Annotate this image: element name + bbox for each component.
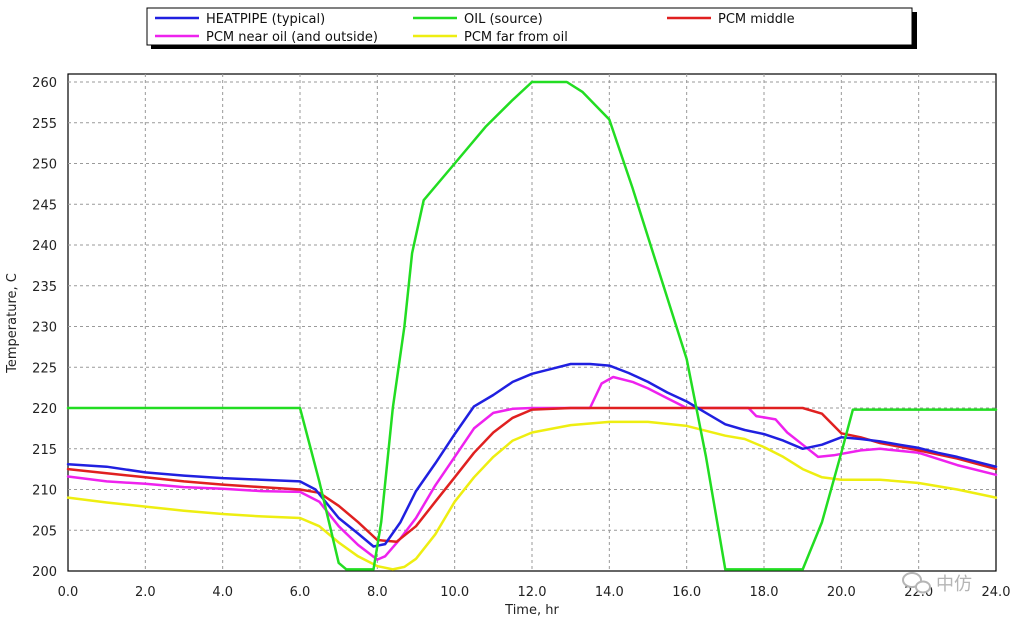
series-layer (66, 80, 998, 571)
x-tick-label: 0.0 (58, 585, 79, 600)
legend-label: PCM near oil (and outside) (206, 30, 378, 45)
series-line (66, 362, 998, 548)
x-tick-label: 18.0 (750, 585, 779, 600)
y-tick-label: 240 (32, 239, 57, 254)
series-line (66, 406, 998, 543)
x-tick-label: 16.0 (672, 585, 701, 600)
x-tick-label: 2.0 (135, 585, 156, 600)
y-tick-label: 215 (32, 443, 57, 458)
x-tick-label: 4.0 (212, 585, 233, 600)
y-tick-label: 200 (32, 565, 57, 580)
x-tick-label: 6.0 (290, 585, 311, 600)
y-tick-label: 250 (32, 158, 57, 173)
y-axis-title: Temperature, C (5, 273, 20, 374)
y-tick-label: 255 (32, 117, 57, 132)
x-tick-label: 14.0 (595, 585, 624, 600)
legend: HEATPIPE (typical) OIL (source) PCM middle… (146, 7, 917, 49)
x-tick-label: 20.0 (827, 585, 856, 600)
watermark-text: 中仿 (936, 574, 972, 595)
legend-label: HEATPIPE (typical) (206, 12, 325, 27)
series-line (66, 420, 998, 571)
x-tick-label: 24.0 (982, 585, 1011, 600)
x-tick-label: 10.0 (440, 585, 469, 600)
y-tick-label: 210 (32, 484, 57, 499)
legend-label: OIL (source) (464, 12, 543, 27)
y-tick-label: 225 (32, 361, 57, 376)
y-tick-label: 245 (32, 198, 57, 213)
y-tick-label: 235 (32, 280, 57, 295)
legend-label: PCM far from oil (464, 30, 568, 45)
x-axis-title: Time, hr (504, 603, 559, 618)
x-tick-label: 12.0 (518, 585, 547, 600)
y-tick-label: 230 (32, 321, 57, 336)
watermark: 中仿 (902, 572, 972, 595)
y-tick-labels: 200 205 210 215 220 225 230 235 240 245 250 255 260 (32, 76, 57, 580)
x-tick-labels: 0.0 2.0 4.0 6.0 8.0 10.0 12.0 14.0 16.0 18.0 20.0 2… (58, 585, 1011, 600)
wechat-icon (902, 572, 931, 594)
y-tick-label: 260 (32, 76, 57, 91)
y-tick-label: 205 (32, 524, 57, 539)
legend-label: PCM middle (718, 12, 795, 27)
x-tick-label: 8.0 (367, 585, 388, 600)
gridlines (68, 74, 996, 571)
y-tick-label: 220 (32, 402, 57, 417)
series-line (66, 80, 998, 571)
